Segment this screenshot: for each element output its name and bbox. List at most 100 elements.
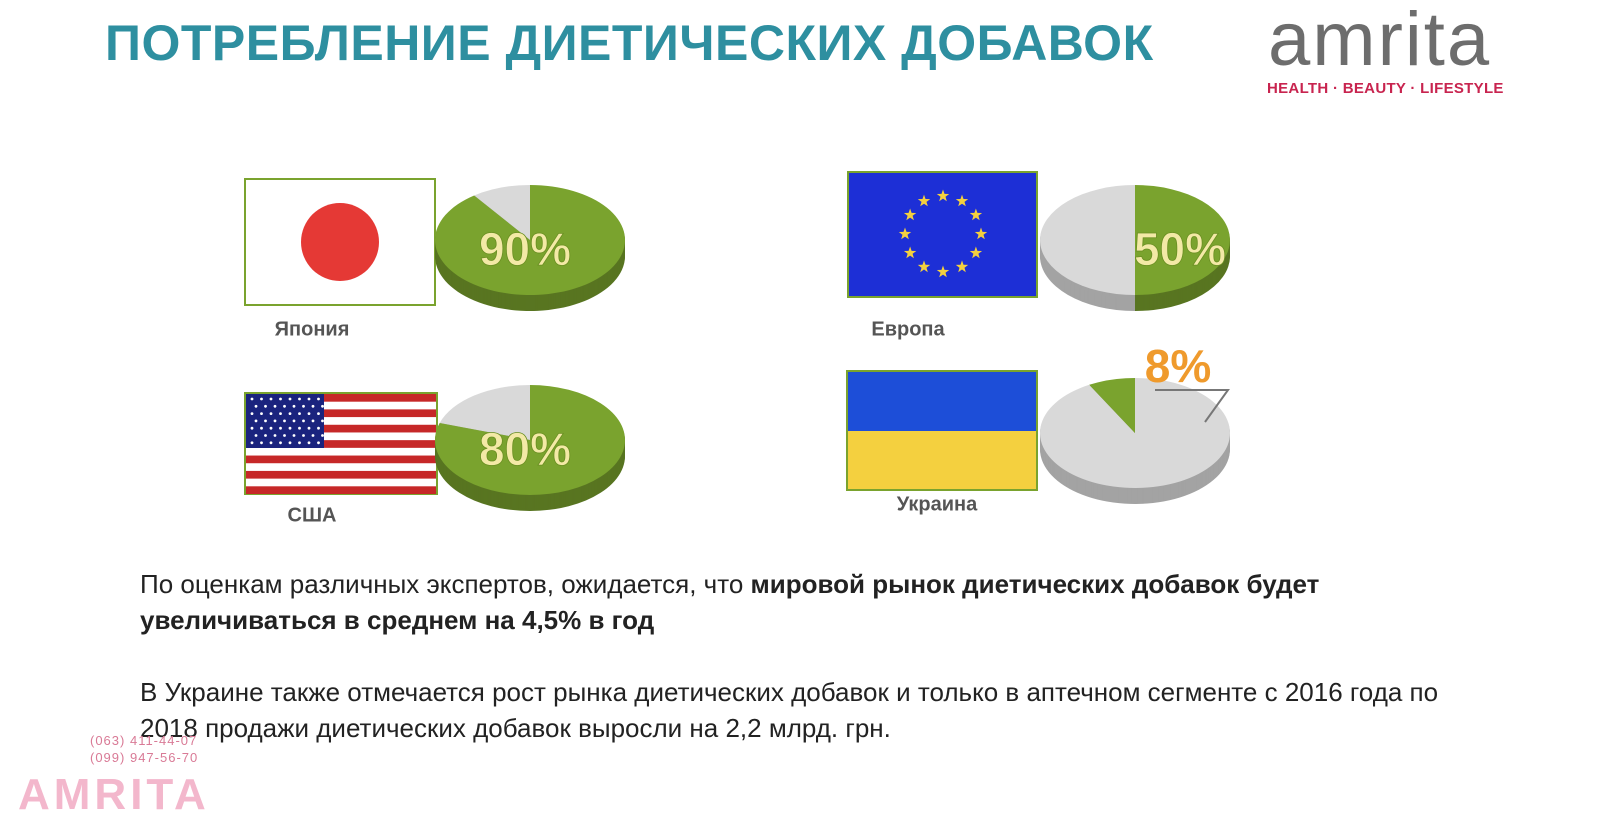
star [307, 397, 311, 401]
star [317, 441, 320, 445]
pie-title: Украина [897, 493, 978, 515]
star [307, 426, 311, 430]
star [264, 434, 267, 437]
flag-japan [244, 178, 436, 306]
pie-rest [1040, 185, 1135, 295]
slide-title: ПОТРЕБЛЕНИЕ ДИЕТИЧЕСКИХ ДОБАВОК [105, 15, 1154, 71]
pie-slice [434, 185, 625, 295]
star [273, 419, 277, 423]
star [298, 441, 301, 445]
pie-slice [1135, 185, 1230, 295]
star [260, 426, 263, 430]
star [317, 397, 320, 401]
star [969, 246, 983, 259]
star [283, 419, 286, 423]
star [292, 419, 296, 423]
star [969, 208, 983, 221]
star [260, 397, 263, 401]
logo: amrita [1268, 0, 1492, 82]
star [264, 419, 267, 423]
flag-usa [244, 392, 438, 495]
stripe [246, 409, 436, 418]
star [283, 404, 286, 408]
star [307, 412, 311, 415]
watermark-phone: (099) 947-56-70 [90, 750, 199, 765]
pie-slice [1089, 378, 1135, 433]
star [273, 434, 277, 437]
star [903, 246, 917, 259]
star [298, 412, 301, 415]
leader-line [1155, 389, 1230, 423]
star [298, 426, 301, 430]
stripe [246, 424, 436, 433]
star [307, 441, 311, 445]
text-bold: мировой рынок диетических добавок будет … [140, 569, 1320, 635]
star [311, 434, 315, 437]
star [269, 426, 273, 430]
star [279, 412, 282, 415]
star [321, 434, 324, 437]
paragraph: По оценкам различных экспертов, ожидаетс… [140, 566, 1440, 638]
star [302, 404, 305, 408]
star [279, 397, 282, 401]
star [288, 397, 292, 401]
star [254, 419, 258, 423]
pie-rest [474, 184, 530, 240]
stripe [246, 470, 436, 479]
text: По оценкам различных экспертов, ожидаетс… [140, 569, 751, 599]
stripe [246, 440, 436, 448]
star [311, 419, 315, 423]
star [898, 227, 912, 240]
star [269, 397, 273, 401]
star [260, 441, 263, 445]
star [298, 397, 301, 401]
star [288, 441, 292, 445]
star [279, 441, 282, 445]
star [279, 426, 282, 430]
data-label: 50% [1134, 223, 1226, 275]
pie-rest [439, 385, 530, 440]
star [292, 404, 296, 408]
stripe [246, 486, 436, 494]
star [269, 441, 273, 445]
star [260, 412, 263, 415]
data-label: 8% [1145, 340, 1211, 392]
star [302, 419, 305, 423]
star [269, 412, 273, 415]
star [250, 441, 254, 445]
star [264, 404, 267, 408]
star [917, 260, 931, 273]
star [903, 208, 917, 221]
star [311, 404, 315, 408]
tagline: HEALTH · BEAUTY · LIFESTYLE [1267, 80, 1504, 97]
star [254, 434, 258, 437]
star [317, 426, 320, 430]
star [317, 412, 320, 415]
star [273, 404, 277, 408]
pie-title: Европа [871, 318, 945, 340]
star [917, 194, 931, 207]
star [250, 412, 254, 415]
data-label: 80% [479, 423, 571, 475]
star [955, 260, 969, 273]
paragraph: В Украине также отмечается рост рынка ди… [140, 677, 1439, 743]
star [288, 426, 292, 430]
pie-title: Япония [275, 318, 350, 340]
data-label: 90% [479, 223, 571, 275]
star [936, 265, 950, 278]
pie-title: США [288, 504, 337, 526]
star [955, 194, 969, 207]
charts: 90% Япония 80% США 50% Европа 8% Украина [244, 171, 1230, 526]
stripe [246, 455, 436, 464]
star [250, 397, 254, 401]
star [321, 404, 324, 408]
star [302, 434, 305, 437]
flag-eu [847, 171, 1038, 298]
star [974, 227, 988, 240]
star [250, 426, 254, 430]
star [292, 434, 296, 437]
watermark-phone: (063) 411-44-07 [90, 733, 198, 748]
flag-ukraine [846, 370, 1038, 491]
star [288, 412, 292, 415]
